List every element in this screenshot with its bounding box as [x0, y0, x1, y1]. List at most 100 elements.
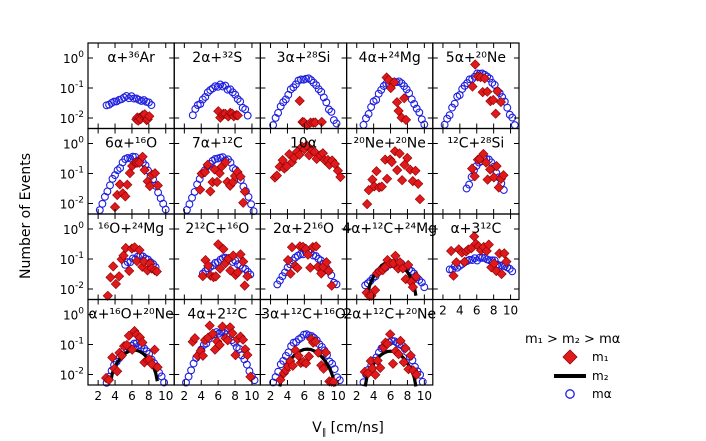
m1-point: [213, 239, 224, 250]
m1-point: [318, 363, 329, 374]
m1-point: [131, 256, 142, 267]
y-tick-label: 100: [63, 221, 84, 237]
m1-point: [210, 271, 221, 282]
m1-point: [370, 369, 381, 380]
x-tick-label: 2: [353, 389, 361, 403]
malpha-point: [311, 252, 320, 261]
malpha-point: [322, 98, 331, 107]
panel: ¹⁶O+²⁴Mg 100 10-1 10-2: [60, 213, 175, 301]
m1-point: [393, 349, 404, 360]
panel: α+3¹²C 2 4 6 8 10: [432, 213, 520, 318]
m1-point: [227, 328, 238, 339]
malpha-point: [324, 105, 333, 114]
y-tick-label: 100: [63, 307, 84, 323]
y-tick-label: 10-2: [60, 196, 84, 212]
y-tick-label: 10-1: [60, 80, 84, 96]
m1-point: [124, 265, 135, 276]
m1-point: [123, 330, 134, 341]
legend-marker-m1: [562, 349, 578, 365]
malpha-point: [198, 95, 207, 104]
m1-point: [499, 248, 510, 259]
m1-point: [103, 374, 114, 385]
m1-point: [294, 149, 305, 160]
m1-point: [392, 165, 403, 176]
m1-point: [448, 270, 459, 281]
panel-grid: α+³⁶Ar 100 10-1 10-2 2α+³²S 3α+²⁸Si 4α+²⁴Mg 5α+…: [60, 42, 520, 403]
m1-point: [451, 257, 462, 268]
malpha-point: [231, 90, 240, 99]
m1-point: [152, 180, 163, 191]
m1-point: [492, 86, 503, 97]
panel-title: 4α+²⁴Mg: [359, 50, 421, 66]
x-tick-label: 8: [490, 304, 498, 318]
malpha-point: [275, 276, 284, 285]
m1-point: [317, 148, 328, 159]
panel-title: 2α+¹²C+²⁰Ne: [343, 307, 436, 323]
malpha-point: [460, 81, 469, 90]
panel: 4α+2¹²C 2 4 6 8 10: [173, 298, 261, 403]
m1-point: [489, 258, 500, 269]
y-tick-label: 10-1: [60, 251, 84, 267]
malpha-point: [415, 108, 424, 117]
m1-point: [496, 268, 507, 280]
x-tick-label: 6: [214, 389, 222, 403]
x-axis-label-main: V: [312, 420, 322, 436]
x-tick-label: 6: [473, 304, 481, 318]
panel-title: 7α+¹²C: [192, 136, 243, 152]
m1-point: [277, 155, 288, 166]
m1-point: [323, 265, 334, 276]
malpha-point: [206, 86, 215, 95]
malpha-point: [297, 75, 305, 84]
m1-point: [390, 250, 401, 261]
legend-title: m₁ > m₂ > mα: [525, 332, 620, 347]
malpha-point: [125, 94, 133, 103]
panel: α+¹⁶O+²⁰Ne 2 4 6 8 10 100 10-1 10-2: [60, 298, 175, 403]
x-tick-label: 2: [439, 304, 447, 318]
y-tick-label: 10-1: [60, 337, 84, 353]
m1-point: [490, 108, 501, 119]
m1-point: [470, 59, 481, 70]
malpha-point: [228, 88, 237, 97]
m1-point: [405, 350, 416, 361]
panel-title: ¹²C+²⁸Si: [448, 136, 505, 152]
m1-point: [114, 179, 125, 190]
malpha-point: [247, 200, 256, 209]
panel-title: 10α: [290, 136, 317, 152]
y-tick-label: 10-2: [60, 281, 84, 297]
m1-point: [121, 339, 132, 351]
m1-point: [400, 114, 412, 125]
panel-title: α+3¹²C: [450, 221, 501, 237]
panel-frame: [432, 213, 520, 301]
m1-point: [228, 250, 239, 261]
x-tick-label: 6: [128, 389, 136, 403]
legend-entry-malpha: mα: [565, 387, 612, 401]
x-axis-label: V∥ [cm/ns]: [312, 420, 384, 438]
y-axis-label: Number of Events: [18, 153, 34, 279]
m1-point: [469, 231, 480, 242]
m1-point: [144, 111, 155, 122]
malpha-point: [208, 84, 217, 93]
x-tick-label: 6: [387, 389, 395, 403]
malpha-point: [478, 253, 487, 262]
m1-point: [120, 191, 131, 202]
m1-point: [335, 171, 346, 183]
m1-point: [478, 148, 489, 160]
m1-point: [220, 157, 231, 168]
malpha-point: [307, 76, 316, 85]
y-tick-label: 100: [63, 50, 84, 66]
m1-point: [414, 194, 425, 205]
m1-point: [151, 266, 162, 277]
m1-point: [189, 333, 200, 344]
m1-point: [491, 161, 502, 172]
m1-point: [285, 268, 296, 279]
m1-point: [107, 352, 118, 363]
panel: ¹²C+²⁸Si: [432, 127, 520, 215]
malpha-point: [271, 113, 280, 122]
m1-point: [328, 376, 339, 387]
panel: 4α+²⁴Mg: [346, 42, 434, 130]
malpha-point: [407, 95, 416, 104]
m1-point: [116, 350, 127, 361]
m1-point: [312, 261, 323, 272]
x-tick-label: 8: [145, 389, 153, 403]
malpha-point: [304, 74, 313, 83]
